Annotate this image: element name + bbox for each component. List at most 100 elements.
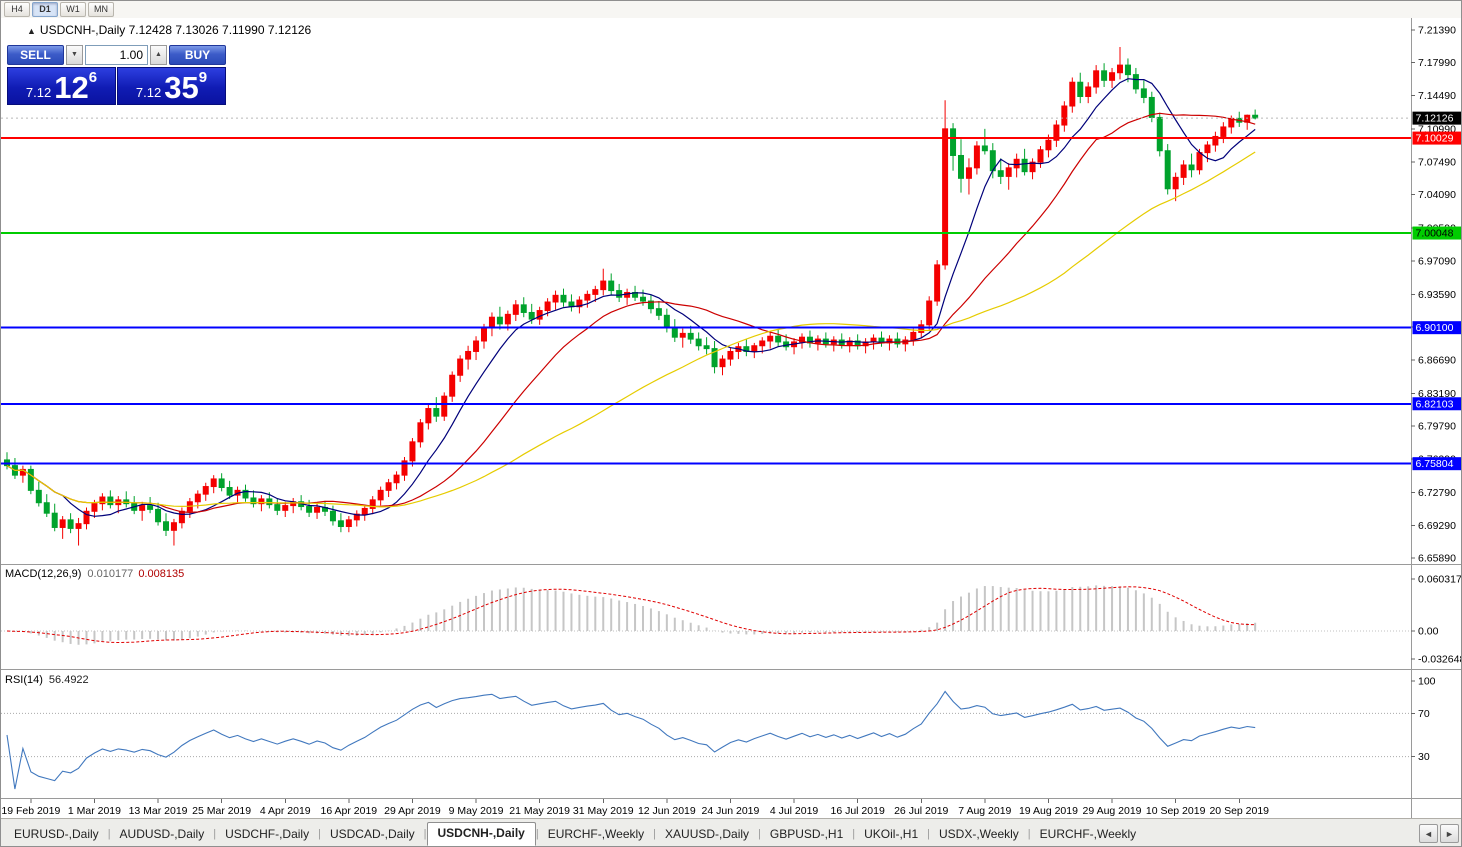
ask-price-display[interactable]: 7.12 35 9 [117,67,226,105]
svg-text:9 May 2019: 9 May 2019 [449,805,504,817]
ask-base: 7.12 [135,85,162,100]
price-chart[interactable]: 7.213907.179907.144907.109907.074907.040… [1,18,1462,821]
tab-scroll-right-button[interactable]: ► [1440,824,1459,843]
svg-text:6.93590: 6.93590 [1418,289,1456,301]
chart-tab-usdcad-daily[interactable]: USDCAD-,Daily [329,827,415,841]
bid-base: 7.12 [25,85,52,100]
svg-text:7.14490: 7.14490 [1418,90,1456,102]
timeframe-button-mn[interactable]: MN [88,2,114,17]
svg-text:6.82103: 6.82103 [1416,398,1454,410]
tab-separator: | [107,828,111,840]
price-level-badge: 6.90100 [1412,321,1461,335]
chart-tab-usdx-weekly[interactable]: USDX-,Weekly [939,827,1019,841]
chart-tab-audusd-daily[interactable]: AUDUSD-,Daily [119,827,205,841]
sell-button[interactable]: SELL [7,45,64,65]
svg-text:19 Aug 2019: 19 Aug 2019 [1019,805,1078,817]
tab-separator: | [927,828,930,840]
svg-text:6.86690: 6.86690 [1418,355,1456,367]
buy-button[interactable]: BUY [169,45,226,65]
macd-axis-labels: 0.060317 0.00 -0.032648 [1411,574,1462,666]
chart-tab-ukoil-h1[interactable]: UKOil-,H1 [864,827,919,841]
svg-text:0.060317: 0.060317 [1418,574,1462,586]
svg-text:7 Aug 2019: 7 Aug 2019 [958,805,1011,817]
svg-text:29 Aug 2019: 29 Aug 2019 [1083,805,1142,817]
svg-text:20 Sep 2019: 20 Sep 2019 [1209,805,1269,817]
svg-text:21 May 2019: 21 May 2019 [509,805,570,817]
svg-text:6.69290: 6.69290 [1418,520,1456,532]
volume-increase-button[interactable]: ▲ [150,45,167,65]
timeframe-button-d1[interactable]: D1 [32,2,58,17]
svg-text:10 Sep 2019: 10 Sep 2019 [1146,805,1206,817]
svg-text:70: 70 [1418,708,1430,720]
tab-separator: | [758,828,761,840]
svg-text:6.97090: 6.97090 [1418,256,1456,268]
svg-text:7.07490: 7.07490 [1418,157,1456,169]
svg-text:13 Mar 2019: 13 Mar 2019 [129,805,188,817]
tab-separator: | [535,828,539,840]
svg-text:26 Jul 2019: 26 Jul 2019 [894,805,948,817]
svg-text:6.90100: 6.90100 [1416,322,1454,334]
tab-separator: | [318,828,321,840]
svg-text:7.04090: 7.04090 [1418,189,1456,201]
svg-text:30: 30 [1418,751,1430,763]
one-click-trading-panel: SELL ▼ ▲ BUY 7.12 12 6 7.12 35 9 [7,45,226,105]
tab-scroll-controls: ◄ ► [1416,824,1459,843]
svg-text:19 Feb 2019: 19 Feb 2019 [1,805,60,817]
volume-input[interactable] [85,45,148,65]
macd-histogram [13,585,1257,645]
svg-text:16 Apr 2019: 16 Apr 2019 [321,805,378,817]
tab-separator: | [423,828,427,840]
chart-tab-usdchf-daily[interactable]: USDCHF-,Daily [225,827,310,841]
chart-area: 7.21390 7.17990 7.14490 7.10990 7.07490 7.040… [1,18,1462,821]
svg-text:31 May 2019: 31 May 2019 [573,805,634,817]
timeframe-button-h4[interactable]: H4 [4,2,30,17]
svg-text:6.79790: 6.79790 [1418,420,1456,432]
timeframe-toolbar: H4 D1 W1 MN [1,1,1461,19]
candles [4,47,1259,546]
svg-text:6.83190: 6.83190 [1418,388,1456,400]
price-level-badge: 6.75804 [1412,457,1461,471]
bid-pipette: 6 [88,69,98,86]
svg-text:16 Jul 2019: 16 Jul 2019 [831,805,885,817]
chart-tab-bar: EURUSD-,Daily | AUDUSD-,Daily | USDCHF-,Dail… [1,818,1461,846]
chart-tab-eurchf-weekly[interactable]: EURCHF-,Weekly [547,827,645,841]
svg-text:7.10029: 7.10029 [1416,133,1454,145]
chart-tab-eurusd-daily[interactable]: EURUSD-,Daily [14,827,99,841]
chart-tab-usdcnh-daily[interactable]: USDCNH-,Daily [426,822,536,846]
svg-text:6.65890: 6.65890 [1418,553,1456,565]
date-axis[interactable]: 19 Feb 2019 1 Mar 2019 13 Mar 2019 25 Mar 2… [1,799,1269,817]
svg-text:7.17990: 7.17990 [1418,57,1456,69]
ma-fast-line [6,78,1256,517]
tab-separator: | [1027,828,1031,840]
svg-text:29 Apr 2019: 29 Apr 2019 [384,805,441,817]
svg-text:12 Jun 2019: 12 Jun 2019 [638,805,696,817]
chart-tab-eurchf-weekly[interactable]: EURCHF-,Weekly [1039,827,1137,841]
chart-tabs: EURUSD-,Daily | AUDUSD-,Daily | USDCHF-,Dail… [5,822,1145,846]
macd-signal-line [6,586,1256,644]
volume-decrease-button[interactable]: ▼ [66,45,83,65]
price-axis-labels[interactable]: 7.213907.179907.144907.109907.074907.040… [1411,25,1456,565]
tab-scroll-left-button[interactable]: ◄ [1419,824,1438,843]
ma-mid-line [6,112,1256,514]
tab-separator: | [852,828,856,840]
svg-text:4 Apr 2019: 4 Apr 2019 [260,805,311,817]
rsi-axis-labels: 100 70 30 [1411,676,1436,763]
svg-text:100: 100 [1418,676,1436,688]
timeframe-buttons: H4 D1 W1 MN [4,2,114,17]
svg-text:24 Jun 2019: 24 Jun 2019 [702,805,760,817]
rsi-line [6,690,1256,790]
ask-pips: 35 [164,70,199,105]
svg-text:0.00: 0.00 [1418,626,1439,638]
chart-tab-gbpusd-h1[interactable]: GBPUSD-,H1 [769,827,844,841]
svg-text:4 Jul 2019: 4 Jul 2019 [770,805,819,817]
svg-text:1 Mar 2019: 1 Mar 2019 [68,805,121,817]
bid-price-display[interactable]: 7.12 12 6 [7,67,116,105]
chart-tab-xauusd-daily[interactable]: XAUUSD-,Daily [665,827,750,841]
tab-separator: | [653,828,657,840]
price-level-badge: 6.82103 [1412,397,1461,411]
svg-text:6.75804: 6.75804 [1416,458,1454,470]
bid-pips: 12 [54,70,89,105]
ma-slow-line [6,151,1256,508]
timeframe-button-w1[interactable]: W1 [60,2,86,17]
